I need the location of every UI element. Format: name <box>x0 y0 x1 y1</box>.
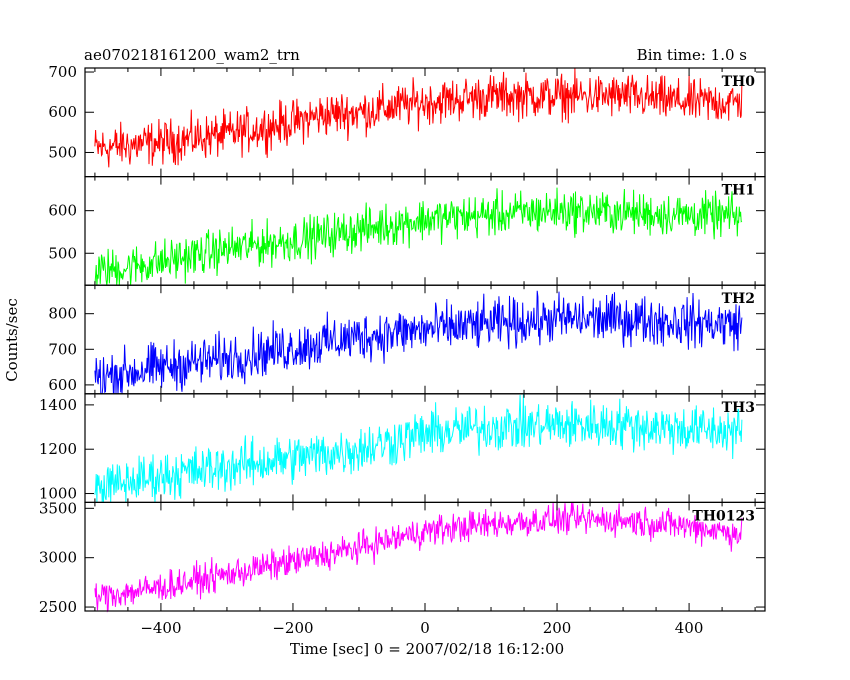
panel-frame-th3 <box>84 393 766 503</box>
panel-label-th2: TH2 <box>722 291 755 307</box>
y-tick-label: 700 <box>48 340 77 358</box>
panel-frame-th0 <box>84 67 766 178</box>
y-tick-label: 500 <box>48 244 77 262</box>
x-tick-label: −200 <box>272 619 313 637</box>
chart-title: ae070218161200_wam2_trn <box>84 46 300 64</box>
y-tick-label: 600 <box>48 103 77 121</box>
y-tick-label: 1200 <box>39 440 77 458</box>
series-line-th3 <box>94 394 743 503</box>
x-tick-label: −400 <box>140 619 181 637</box>
y-tick-label: 1400 <box>39 396 77 414</box>
y-tick-label: 600 <box>48 202 77 220</box>
y-tick-label: 3500 <box>39 499 77 517</box>
x-tick-label: 0 <box>420 619 430 637</box>
y-tick-label: 800 <box>48 305 77 323</box>
x-tick-label: 400 <box>675 619 704 637</box>
panel-label-th0: TH0 <box>722 74 756 90</box>
panel-label-th3: TH3 <box>722 400 755 416</box>
y-tick-label: 3000 <box>39 549 77 567</box>
series-line-th0123 <box>94 502 743 613</box>
panel-label-th1: TH1 <box>722 183 755 199</box>
y-tick-label: 500 <box>48 143 77 161</box>
panel-label-th0123: TH0123 <box>692 508 755 524</box>
y-tick-label: 600 <box>48 376 77 394</box>
x-tick-label: 200 <box>543 619 572 637</box>
series-line-th0 <box>94 68 743 168</box>
y-axis-label: Counts/sec <box>3 298 21 382</box>
bin-time-label: Bin time: 1.0 s <box>637 46 747 64</box>
panels-group: TH0 500 600 700 TH1 500 600 TH2 600 700 800 TH3 1000… <box>39 63 766 637</box>
x-axis-label: Time [sec] 0 = 2007/02/18 16:12:00 <box>290 640 564 658</box>
series-line-th2 <box>94 290 743 395</box>
y-tick-label: 700 <box>48 63 77 81</box>
y-tick-label: 2500 <box>39 598 77 616</box>
series-line-th1 <box>94 187 743 286</box>
y-tick-label: 1000 <box>39 485 77 503</box>
